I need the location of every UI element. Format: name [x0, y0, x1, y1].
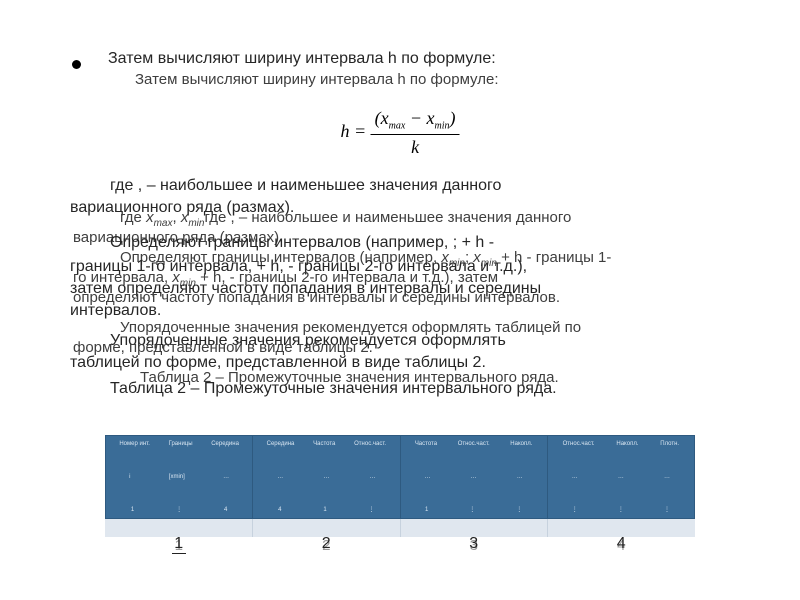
front-line-1: Затем вычисляют ширину интервала h по фо…: [108, 48, 496, 70]
table: Номер инт.ГраницыСередина i[xmin]… 1⋮4 С…: [105, 435, 695, 572]
table-header: Номер инт.ГраницыСередина i[xmin]… 1⋮4 С…: [105, 435, 695, 519]
table-header-cell: СерединаЧастотаОтнос.част. ……… 41⋮: [253, 436, 400, 518]
table-header-cell: ЧастотаОтнос.част.Накопл. ……… 1⋮⋮: [401, 436, 548, 518]
formula: h = (xmax − xmin) k: [341, 108, 460, 158]
table-footer-front: 1 2 3 4: [105, 553, 695, 572]
front-line-2: где , – наибольшее и наименьшее значения…: [110, 175, 501, 197]
formula-h: h: [341, 121, 350, 141]
front-line-10: Таблица 2 – Промежуточные значения интер…: [110, 378, 557, 400]
table-header-cell: Относ.част.Накопл.Плотн. ……… ⋮⋮⋮: [548, 436, 694, 518]
formula-denominator: k: [411, 135, 419, 158]
footer-num-front: 1: [172, 535, 186, 552]
formula-eq: =: [350, 121, 371, 141]
table-light-row: [105, 519, 695, 537]
formula-fraction: (xmax − xmin) k: [371, 108, 460, 158]
slide: Затем вычисляют ширину интервала h по фо…: [0, 0, 800, 600]
formula-numerator: (xmax − xmin): [371, 108, 460, 135]
footer-num-front: 4: [617, 535, 626, 552]
footer-num-front: 2: [322, 535, 331, 552]
table-header-cell: Номер инт.ГраницыСередина i[xmin]… 1⋮4: [106, 436, 253, 518]
bullet-dot: [72, 60, 81, 69]
back-line-1: Затем вычисляют ширину интервала h по фо…: [135, 70, 499, 90]
footer-num-front: 3: [469, 535, 478, 552]
